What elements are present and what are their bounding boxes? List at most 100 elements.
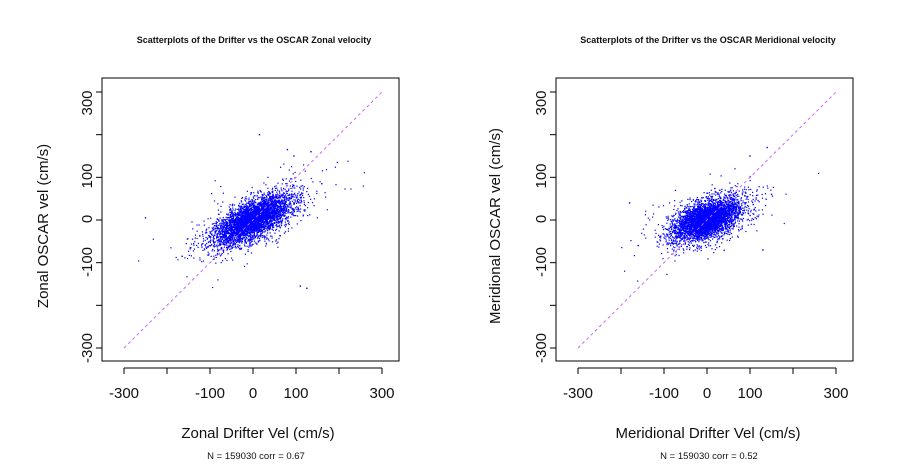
scatter-point — [286, 207, 287, 208]
scatter-point — [281, 224, 282, 225]
outlier-point — [321, 183, 322, 184]
scatter-point — [261, 235, 262, 236]
scatter-point — [274, 219, 275, 220]
scatter-point — [232, 221, 233, 222]
scatter-point — [255, 202, 256, 203]
scatter-point — [247, 227, 248, 228]
scatter-point — [265, 237, 266, 238]
scatter-point — [221, 239, 222, 240]
scatter-point — [253, 198, 254, 199]
scatter-point — [285, 183, 286, 184]
scatter-point — [237, 212, 238, 213]
scatter-point — [226, 232, 227, 233]
scatter-point — [291, 195, 292, 196]
scatter-point — [265, 195, 266, 196]
scatter-point — [287, 205, 288, 206]
scatter-point — [215, 228, 216, 229]
scatter-point — [244, 266, 245, 267]
scatter-point — [293, 173, 294, 174]
scatter-point — [224, 240, 225, 241]
zonal-y-tick-label-neg300: -300 — [79, 333, 96, 363]
scatter-point — [292, 213, 293, 214]
scatter-point — [224, 233, 225, 234]
scatter-point — [223, 219, 224, 220]
scatter-point — [242, 213, 243, 214]
scatter-point — [248, 198, 249, 199]
scatter-point — [256, 213, 257, 214]
scatter-point — [264, 218, 265, 219]
scatter-point — [344, 188, 345, 189]
scatter-point — [290, 201, 291, 202]
scatter-point — [301, 186, 302, 187]
scatter-point — [273, 206, 274, 207]
scatter-point — [266, 235, 267, 236]
scatter-point — [279, 192, 280, 193]
scatter-point — [234, 229, 235, 230]
scatter-point — [261, 226, 262, 227]
scatter-point — [738, 237, 739, 238]
scatter-point — [239, 210, 240, 211]
scatter-point — [325, 192, 326, 193]
scatter-point — [264, 193, 265, 194]
scatter-point — [222, 231, 223, 232]
scatter-point — [276, 239, 277, 240]
scatter-point — [653, 205, 654, 206]
scatter-point — [249, 204, 250, 205]
scatter-point — [186, 276, 187, 277]
scatter-point — [255, 207, 256, 208]
scatter-point — [251, 229, 252, 230]
scatter-point — [293, 194, 294, 195]
scatter-point — [226, 260, 227, 261]
scatter-point — [295, 200, 296, 201]
scatter-point — [721, 175, 722, 176]
scatter-point — [275, 213, 276, 214]
scatter-point — [298, 199, 299, 200]
scatter-point — [240, 228, 241, 229]
scatter-point — [245, 200, 246, 201]
scatter-point — [249, 226, 250, 227]
scatter-point — [138, 260, 139, 261]
scatter-point — [300, 197, 301, 198]
zonal-x-axis-label: Zonal Drifter Vel (cm/s) — [181, 425, 334, 442]
scatter-point — [303, 188, 304, 189]
scatter-point — [294, 193, 295, 194]
zonal-chart-title: Scatterplots of the Drifter vs the OSCAR… — [137, 35, 372, 45]
scatter-point — [235, 246, 236, 247]
scatter-point — [250, 212, 251, 213]
scatter-point — [237, 218, 238, 219]
scatter-point — [282, 218, 283, 219]
scatter-point — [263, 202, 264, 203]
scatter-point — [255, 226, 256, 227]
scatter-point — [304, 202, 305, 203]
scatter-point — [251, 199, 252, 200]
scatter-point — [203, 221, 204, 222]
scatter-point — [256, 227, 257, 228]
scatter-point — [289, 180, 290, 181]
scatter-point — [294, 211, 295, 212]
scatter-point — [218, 210, 219, 211]
scatter-point — [239, 212, 240, 213]
outlier-point — [306, 288, 307, 289]
scatter-point — [270, 221, 271, 222]
scatter-point — [189, 255, 190, 256]
scatter-point — [184, 257, 185, 258]
scatter-point — [272, 218, 273, 219]
zonal-x-axis — [124, 368, 382, 374]
scatter-point — [268, 200, 269, 201]
scatter-point — [251, 221, 252, 222]
scatter-point — [670, 243, 671, 244]
scatter-point — [242, 222, 243, 223]
scatter-point — [257, 225, 258, 226]
scatter-point — [237, 214, 238, 215]
scatter-point — [213, 223, 214, 224]
scatter-point — [243, 204, 244, 205]
scatter-point — [256, 210, 257, 211]
scatter-point — [273, 205, 274, 206]
scatter-point — [187, 258, 188, 259]
scatter-point — [220, 206, 221, 207]
scatter-point — [272, 209, 273, 210]
scatter-point — [234, 238, 235, 239]
scatter-point — [214, 234, 215, 235]
scatter-point — [264, 241, 265, 242]
scatter-point — [217, 242, 218, 243]
